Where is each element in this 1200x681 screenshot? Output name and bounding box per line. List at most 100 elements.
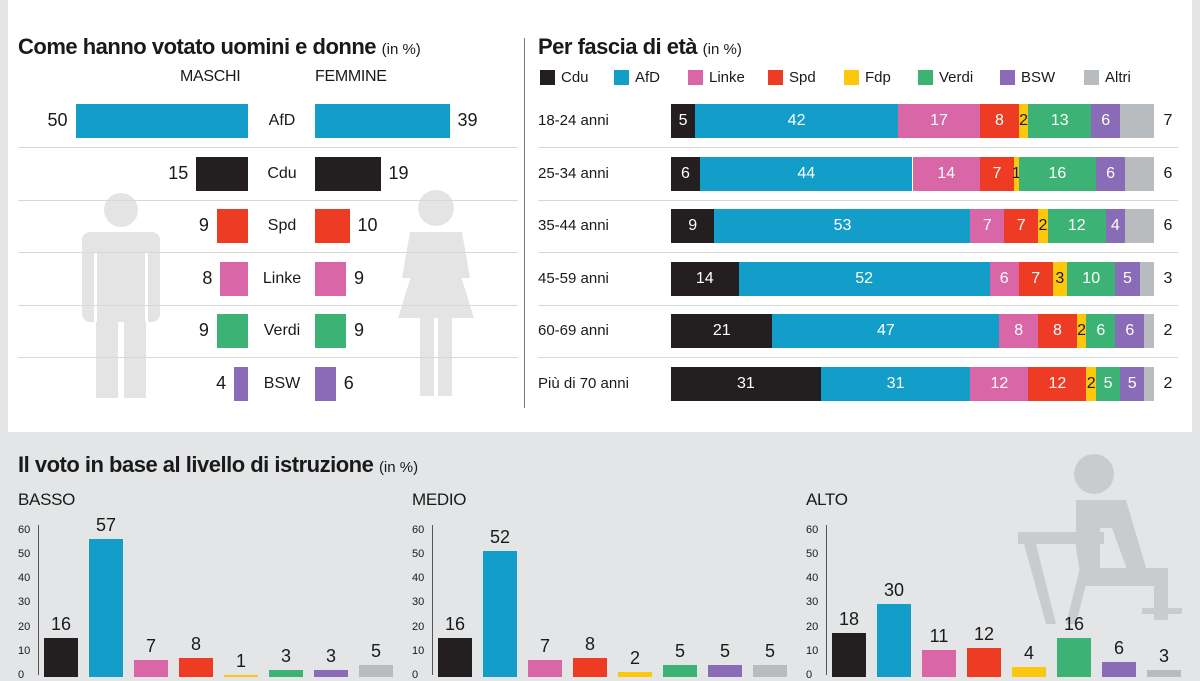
bar-segment-spd xyxy=(980,156,1014,191)
bar-value: 1 xyxy=(235,650,246,671)
bar-segment-value: 5 xyxy=(1127,375,1137,392)
bar-segment-value: 10 xyxy=(1082,269,1101,287)
legend-item-bsw: BSW xyxy=(1000,67,1055,87)
bar-value: 16 xyxy=(1063,614,1085,635)
age-group-label: 25-34 anni xyxy=(538,164,609,182)
legend-label: Cdu xyxy=(561,68,589,86)
y-tick-label: 30 xyxy=(18,596,31,609)
woman-icon xyxy=(398,190,474,396)
bar-segment-cdu xyxy=(671,314,773,349)
female-bar xyxy=(315,156,381,191)
female-value: 19 xyxy=(388,162,409,183)
row-divider xyxy=(18,147,518,148)
legend-label: BSW xyxy=(1021,68,1056,86)
bar-segment-value: 52 xyxy=(855,269,874,287)
bar-segment-value: 13 xyxy=(1050,112,1069,129)
bar-segment-value: 7 xyxy=(1016,217,1026,235)
education-title-text: Il voto in base al livello di istruzione xyxy=(18,452,374,477)
bar-segment-value: 7 xyxy=(992,164,1002,182)
bar-segment-value: 53 xyxy=(833,217,852,235)
student-desk-icon xyxy=(1018,454,1182,624)
y-tick-label: 0 xyxy=(806,669,813,681)
bar-segment-value: 6 xyxy=(681,164,690,182)
bar-segment-value: 6 xyxy=(999,269,1009,287)
bar-segment-bsw xyxy=(1115,314,1145,349)
row-divider xyxy=(538,304,1178,306)
education-title-unit: (in %) xyxy=(378,459,419,476)
bar-segment-value: 47 xyxy=(877,322,895,340)
bar-segment-altri xyxy=(1125,156,1154,191)
bar-segment-fdp xyxy=(1013,156,1019,191)
male-column-header: MASCHI xyxy=(180,68,241,85)
y-tick-label: 50 xyxy=(412,548,425,560)
bar-segment-afd xyxy=(699,156,913,191)
legend-swatch xyxy=(918,69,933,85)
bar-segment-value: 14 xyxy=(695,269,714,287)
bar-altri xyxy=(1147,669,1181,677)
bar-segment-spd xyxy=(1018,261,1053,296)
bar-value: 11 xyxy=(929,626,949,647)
party-label: Spd xyxy=(267,217,297,234)
bar-segment-fdp xyxy=(1086,367,1097,401)
bar-segment-value: 8 xyxy=(994,112,1004,129)
bar-segment-spd xyxy=(1038,314,1077,349)
bar-segment-fdp xyxy=(1018,104,1029,138)
legend-swatch xyxy=(768,69,783,85)
age-group-label: 18-24 anni xyxy=(538,112,609,129)
y-tick-label: 10 xyxy=(806,644,819,657)
bar-value: 4 xyxy=(1023,643,1034,664)
bar-segment-linke xyxy=(898,104,981,138)
altri-value: 6 xyxy=(1163,217,1173,235)
y-tick-label: 40 xyxy=(412,572,425,585)
y-axis-line xyxy=(432,525,433,675)
y-tick-label: 10 xyxy=(18,644,31,657)
bottom-panel xyxy=(0,432,1200,675)
bar-segment-afd xyxy=(695,104,898,138)
bar-spd xyxy=(573,657,607,677)
bar-verdi xyxy=(1057,638,1091,677)
y-tick-label: 10 xyxy=(412,644,425,657)
party-label: Linke xyxy=(262,269,302,287)
bar-segment-value: 5 xyxy=(1122,269,1132,287)
bar-altri xyxy=(359,664,393,677)
altri-value: 6 xyxy=(1163,164,1173,182)
bar-value: 2 xyxy=(629,648,640,669)
bar-segment-bsw xyxy=(1105,209,1125,244)
row-divider xyxy=(18,199,518,201)
bar-segment-bsw xyxy=(1120,367,1145,401)
male-value: 15 xyxy=(168,162,189,183)
section-divider xyxy=(524,38,525,408)
bar-segment-value: 14 xyxy=(937,164,956,182)
bar-segment-value: 1 xyxy=(1011,164,1021,182)
bar-segment-altri xyxy=(1120,104,1154,138)
bar-segment-value: 6 xyxy=(1125,322,1135,340)
bar-value: 7 xyxy=(539,636,550,657)
education-level-title: BASSO xyxy=(18,490,76,509)
bar-segment-value: 12 xyxy=(1067,217,1086,235)
bar-segment-altri xyxy=(1144,367,1154,401)
bar-fdp xyxy=(1012,667,1046,677)
altri-value: 2 xyxy=(1163,375,1173,392)
bar-segment-cdu xyxy=(671,104,696,138)
y-axis-line xyxy=(826,525,827,675)
legend-label: Verdi xyxy=(939,68,974,86)
row-divider xyxy=(538,147,1178,148)
bar-segment-linke xyxy=(999,314,1039,349)
bar-segment-bsw xyxy=(1115,261,1140,296)
bar-segment-fdp xyxy=(1052,261,1068,296)
bar-segment-value: 6 xyxy=(1101,112,1111,129)
legend-swatch xyxy=(540,69,555,85)
bar-segment-value: 21 xyxy=(712,322,731,340)
y-tick-label: 20 xyxy=(412,620,425,633)
age-group-label: Più di 70 anni xyxy=(538,375,629,392)
altri-value: 2 xyxy=(1163,322,1173,340)
bar-value: 6 xyxy=(1113,638,1124,659)
female-bar xyxy=(315,366,336,401)
age-title: Per fascia di età (in %) xyxy=(538,34,742,60)
bar-segment-value: 8 xyxy=(1014,322,1024,340)
bar-spd xyxy=(967,647,1001,677)
bar-segment-value: 42 xyxy=(787,112,806,129)
bar-segment-linke xyxy=(970,209,1005,244)
bar-segment-spd xyxy=(1004,209,1039,244)
legend-label: AfD xyxy=(635,68,661,86)
